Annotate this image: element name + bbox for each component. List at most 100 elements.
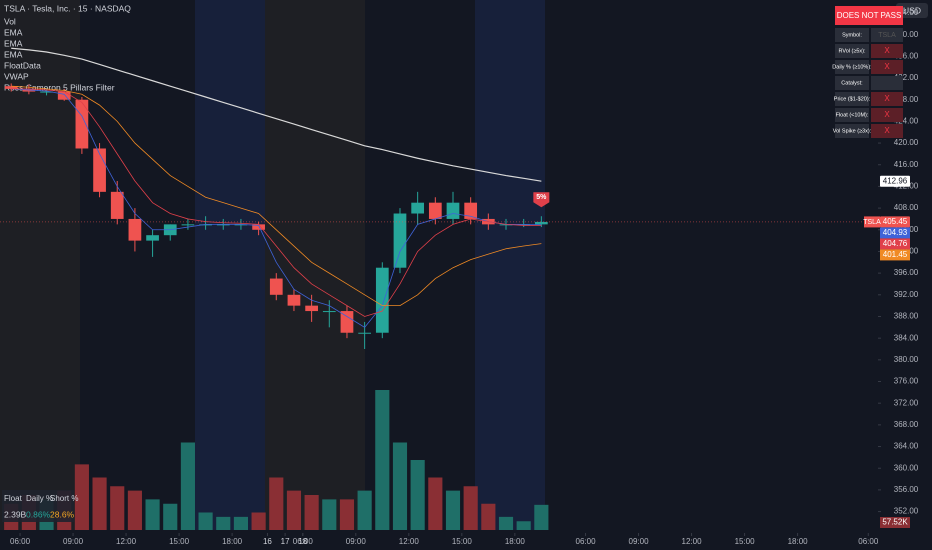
afterhours-shade [475, 0, 545, 530]
filter-label: Price ($1-$20): [834, 96, 871, 102]
candle-body [4, 86, 18, 89]
indicator-name: EMA [4, 27, 23, 37]
candle-body [322, 311, 336, 313]
filter-label-bg [835, 108, 869, 122]
volume-bar [216, 516, 231, 530]
filter-label: Catalyst: [841, 80, 863, 86]
y-tick-label: 396.00 [894, 268, 919, 277]
volume-bar [481, 503, 496, 530]
volume-bar [322, 499, 337, 530]
currency-button[interactable] [896, 3, 928, 18]
filter-value: X [884, 62, 890, 71]
price-tag-value: 404.76 [883, 239, 908, 248]
volume-bar [463, 486, 478, 530]
candle-body [40, 91, 53, 93]
afterhours-shade [195, 0, 265, 530]
indicator-name: EMA [4, 38, 23, 48]
symbol-tag [864, 216, 880, 228]
y-tick-label: 360.00 [894, 463, 919, 472]
y-tick-label: 424.00 [894, 116, 919, 125]
candle-body [446, 202, 460, 219]
volume-bar [145, 499, 160, 530]
volume-bar [251, 512, 266, 530]
filter-value: X [884, 126, 890, 135]
currency: USD [903, 5, 921, 15]
volume-bar [110, 486, 125, 530]
filter-value-bg [871, 44, 903, 58]
price-tag-value: 405.45 [883, 217, 908, 226]
premarket-shade [265, 0, 365, 530]
volume-bar [410, 460, 425, 530]
y-tick-label: 376.00 [894, 377, 919, 386]
volume-tag [880, 517, 910, 528]
candle-body [464, 202, 478, 219]
y-tick-label: 420.00 [894, 138, 919, 147]
float-header: Float [4, 494, 23, 503]
volume-bar [534, 504, 549, 530]
x-tick-label: 18:00 [222, 537, 243, 546]
filter-value: X [884, 94, 890, 103]
candle-body [199, 224, 212, 226]
volume-bar [516, 521, 531, 530]
candle-body [411, 202, 425, 214]
candle-body [499, 224, 513, 226]
volume-bar [198, 512, 213, 530]
x-tick-label: 12:00 [682, 537, 703, 546]
filter-label-bg [835, 92, 869, 106]
indicator-line [11, 47, 542, 182]
candle-body [534, 221, 548, 225]
y-tick-label: 436.00 [894, 51, 919, 60]
y-tick-label: 368.00 [894, 420, 919, 429]
price-tag-value: 412.96 [883, 176, 908, 185]
symbol: TSLA · Tesla, Inc. · 15 · NASDAQ [4, 3, 131, 13]
y-tick-label: 428.00 [894, 95, 919, 104]
indicator-line [11, 88, 542, 317]
volume-bar [233, 516, 249, 530]
candle-body [287, 294, 301, 306]
x-tick-label: 09:00 [629, 537, 650, 546]
volume-bar [498, 516, 514, 530]
filter-label: RVol (≥5x): [838, 48, 866, 54]
filter-value-bg [871, 108, 903, 122]
x-tick-label: 15:00 [169, 537, 190, 546]
candle-body [57, 91, 71, 100]
indicator-line [11, 85, 542, 307]
candle-body [110, 191, 124, 219]
y-tick-label: 380.00 [894, 355, 919, 364]
price-tag [880, 175, 910, 187]
float-box [2, 490, 74, 522]
candle-body [428, 202, 442, 219]
price-axis [878, 0, 932, 550]
float-value: 2.39B [4, 509, 27, 519]
candle-body [340, 311, 354, 333]
price-tag [880, 227, 910, 239]
marker-flag [533, 192, 550, 208]
filter-label-bg [835, 44, 869, 58]
marker-label: 5% [536, 194, 547, 201]
y-tick-label: 392.00 [894, 290, 919, 299]
filter-label: Vol Spike (≥3x): [833, 128, 872, 134]
price-tag-value: 404.93 [883, 228, 908, 237]
volume-bar [269, 477, 284, 530]
filter-value-bg [871, 76, 903, 90]
filter-value-bg [871, 92, 903, 106]
volume-bar [286, 490, 302, 530]
y-tick-label: 388.00 [894, 312, 919, 321]
x-tick-label: 06:00 [293, 537, 314, 546]
x-tick-label: 18:00 [788, 537, 809, 546]
y-tick-label: 432.00 [894, 73, 919, 82]
x-tick-label: 12:00 [399, 537, 420, 546]
candle-body [234, 224, 248, 226]
volume-bar [127, 490, 142, 530]
volume-bar [339, 499, 355, 530]
x-tick-label: 09:00 [63, 537, 84, 546]
volume-bar [180, 442, 195, 530]
price-tag [880, 249, 910, 261]
indicator-name: Vol [4, 16, 16, 26]
filter-label-bg [835, 28, 869, 42]
y-tick-label: 372.00 [894, 398, 919, 407]
candle-body [269, 278, 283, 295]
candle-body [146, 235, 159, 241]
